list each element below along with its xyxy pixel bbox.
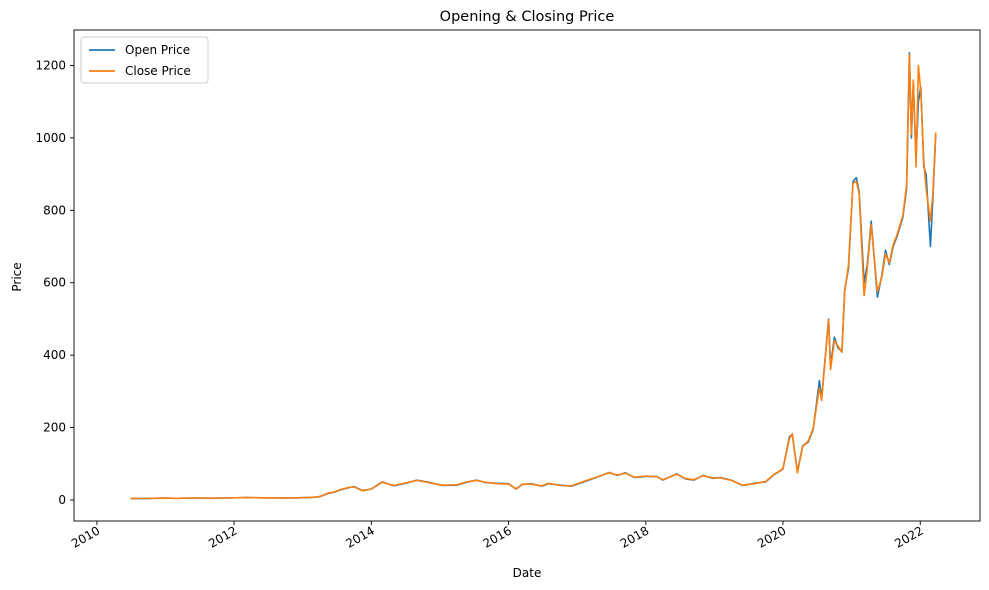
y-tick-label: 200 [43, 421, 66, 435]
legend: Open Price Close Price [80, 36, 209, 84]
chart-title: Opening & Closing Price [440, 9, 615, 25]
y-tick-label: 0 [58, 493, 66, 507]
y-tick-label: 600 [43, 276, 66, 290]
series-line-open-price [130, 52, 937, 500]
legend-label: Open Price [125, 43, 190, 57]
series-line-close-price [130, 53, 937, 500]
y-tick-label: 1000 [35, 131, 66, 145]
x-axis-title: Date [513, 566, 542, 580]
x-tick-label: 2020 [755, 523, 788, 550]
x-tick-label: 2010 [69, 523, 102, 550]
plot-area [130, 52, 937, 500]
y-tick-label: 400 [43, 348, 66, 362]
y-tick-label: 1200 [35, 58, 66, 72]
axes: 0 200 400 600 800 1000 1200 2010 2012 2014 2016 201… [35, 29, 981, 551]
x-tick-label: 2018 [618, 523, 651, 550]
x-tick-label: 2012 [206, 523, 239, 550]
x-tick-label: 2014 [343, 523, 376, 550]
x-tick-label: 2016 [481, 523, 514, 550]
x-tick-label: 2022 [892, 523, 925, 550]
y-axis-title: Price [10, 262, 24, 291]
y-tick-label: 800 [43, 203, 66, 217]
legend-label: Close Price [125, 64, 191, 78]
plot-frame [73, 29, 981, 522]
